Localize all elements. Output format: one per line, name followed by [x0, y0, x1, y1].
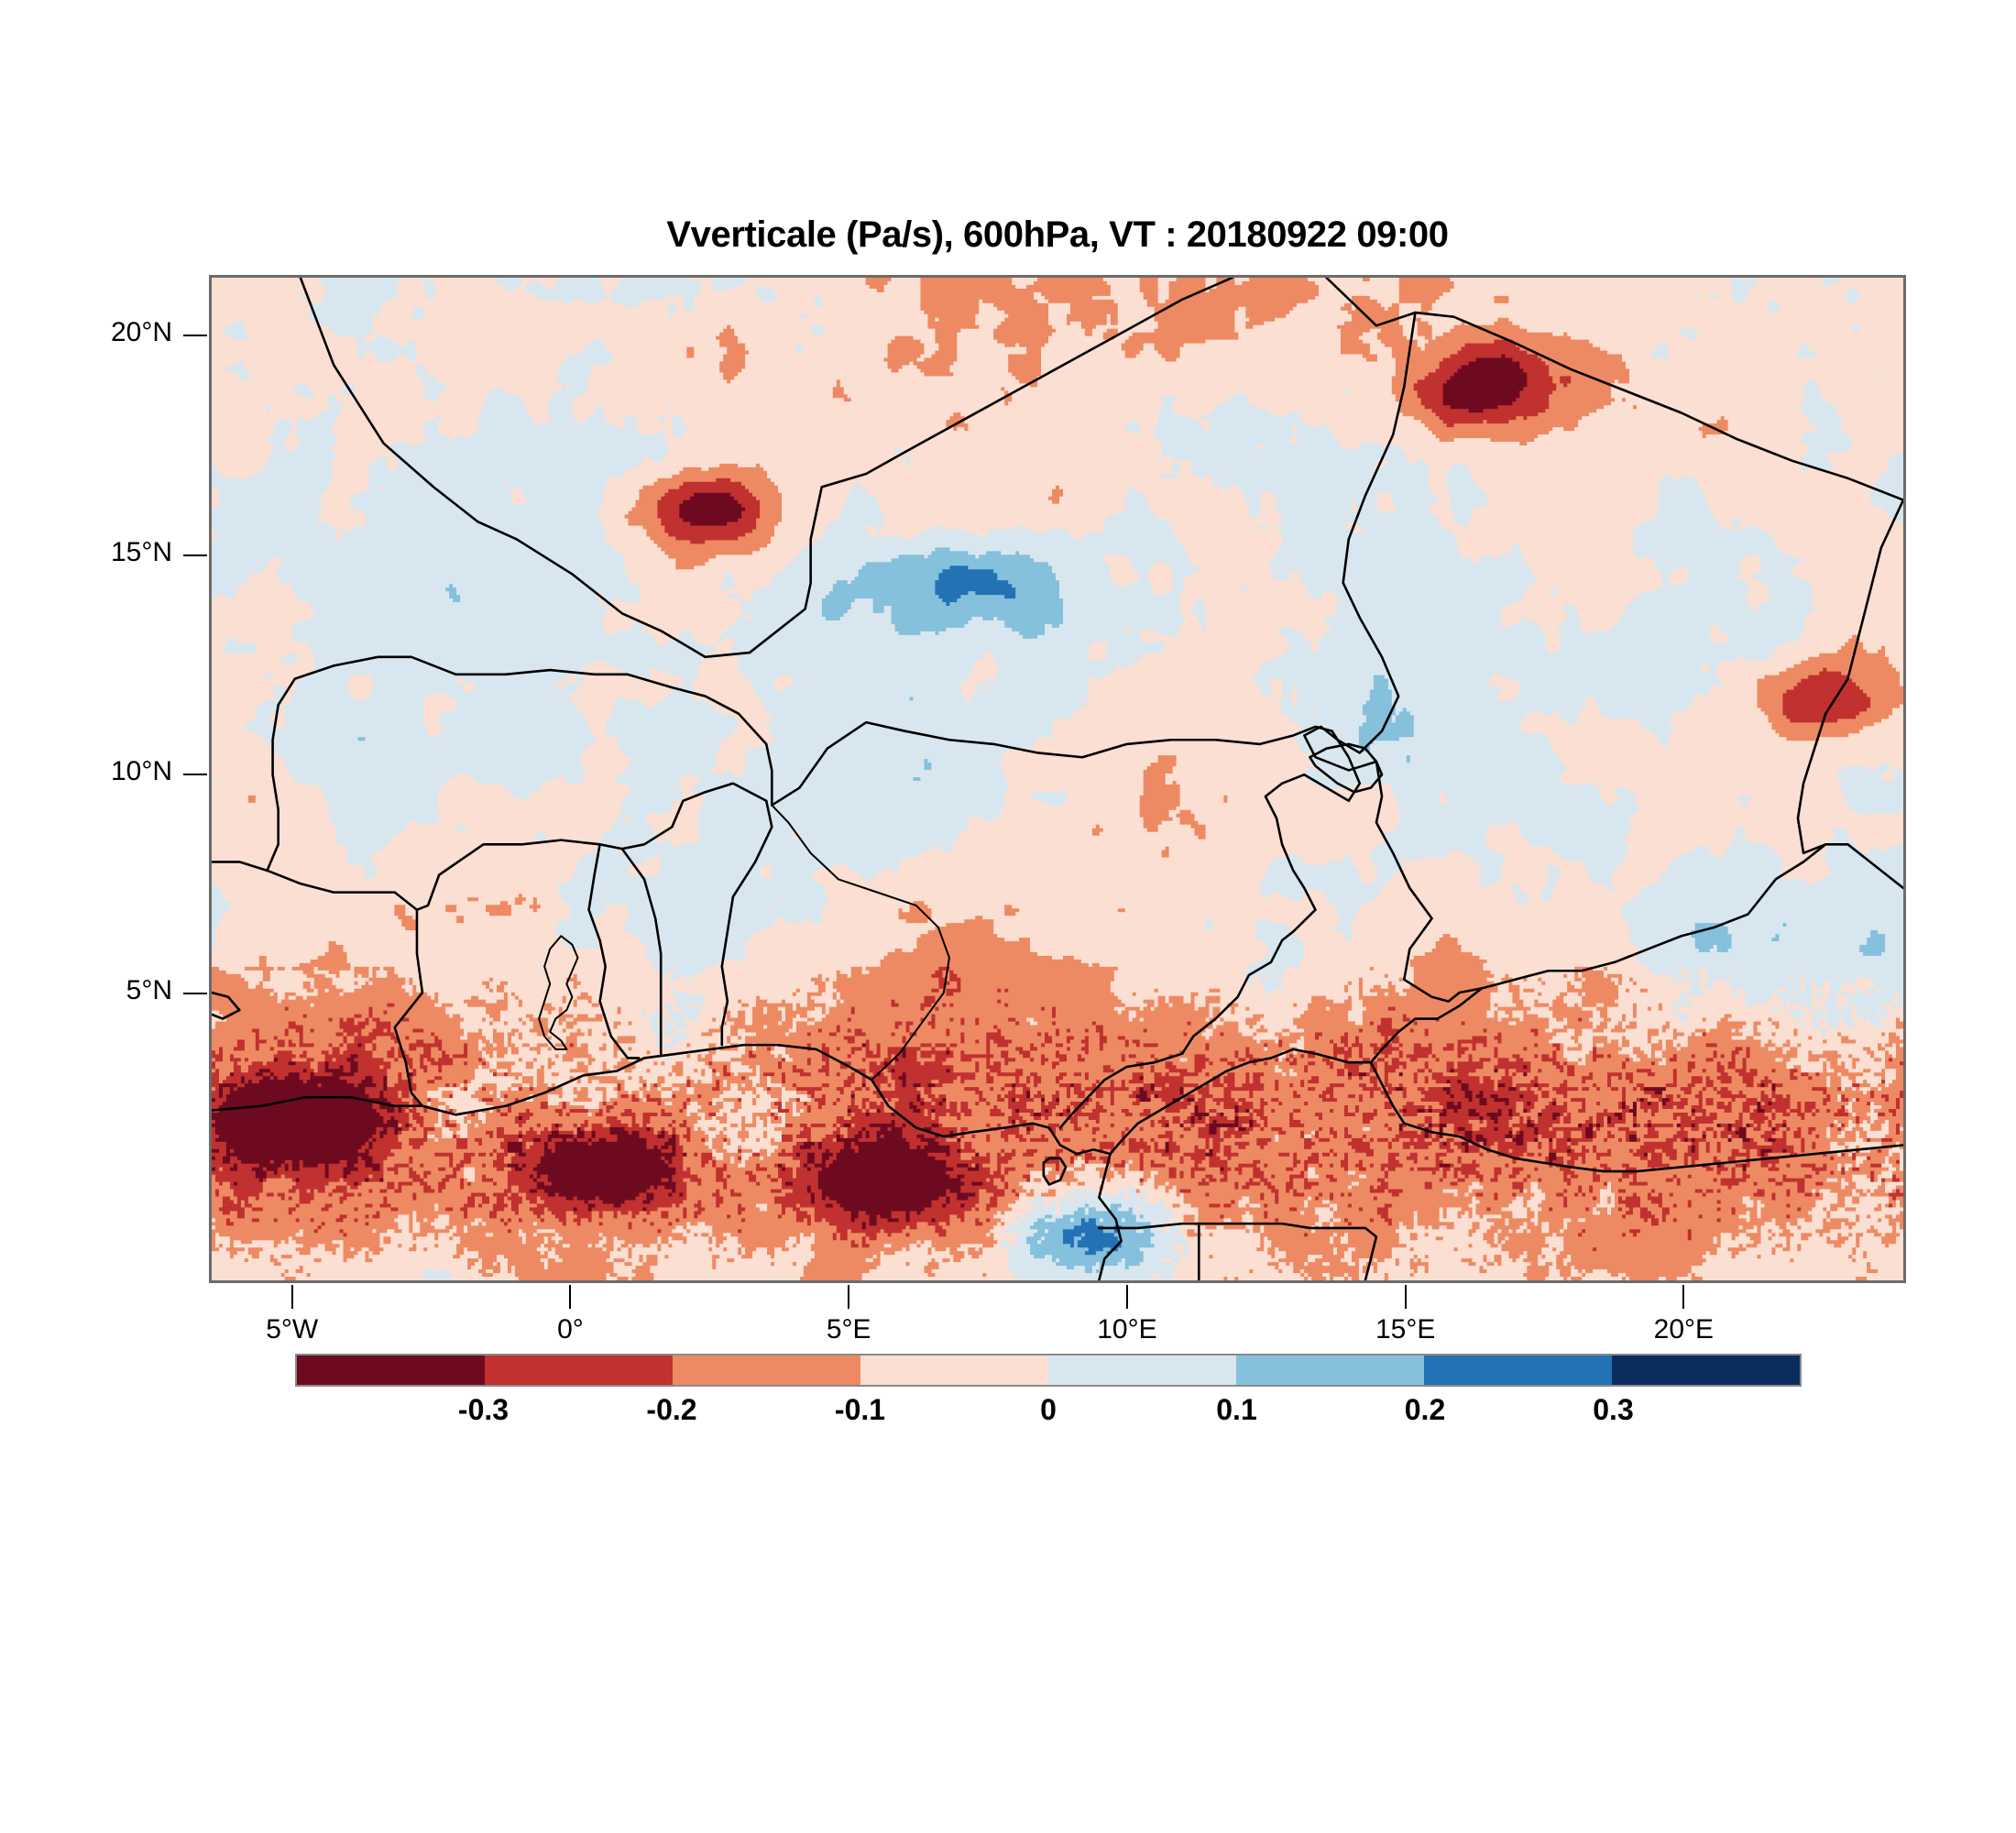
coastlines-and-borders [212, 278, 1903, 1280]
border-cameroon-car-congo [1369, 987, 1903, 1173]
x-tick-mark [1404, 1285, 1407, 1309]
x-tick-label-0: 5°W [266, 1314, 319, 1345]
colorbar-segment-level-neg01-0[interactable] [860, 1356, 1048, 1385]
omega-contour-field [212, 278, 1903, 1280]
x-tick-mark [1682, 1285, 1685, 1309]
colorbar[interactable] [295, 1354, 1802, 1387]
border-chad-sudan-east [1796, 499, 1903, 855]
colorbar-tick-label-6: 0.3 [1593, 1393, 1634, 1426]
border-gabon-eqguinea [1098, 1222, 1200, 1280]
x-tick-mark [290, 1285, 293, 1309]
colorbar-segment-level-lt-neg03[interactable] [297, 1356, 485, 1385]
border-nigeria-cameroon [1058, 730, 1362, 1129]
colorbar-segment-level-neg03-neg02[interactable] [485, 1356, 673, 1385]
border-libya-chad-sudan [1325, 278, 1903, 501]
colorbar-segment-level-gt-03[interactable] [1612, 1356, 1800, 1385]
colorbar-tick-label-0: -0.3 [457, 1393, 509, 1426]
border-gabon-congo [1198, 1222, 1378, 1280]
border-chad-car [1480, 843, 1903, 990]
colorbar-tick-label-2: -0.1 [834, 1393, 886, 1426]
colorbar-segment-level-02-03[interactable] [1424, 1356, 1612, 1385]
colorbar-tick-label-1: -0.2 [646, 1393, 697, 1426]
border-ivory-ghana [393, 908, 424, 1108]
y-tick-mark [183, 554, 207, 556]
bioko-island [1042, 1157, 1068, 1186]
border-car-congo-south [1109, 1048, 1373, 1156]
border-mali-west [212, 664, 335, 873]
lake-chad [1309, 742, 1384, 794]
lake-volta [538, 935, 579, 1050]
x-tick-label-3: 10°E [1097, 1314, 1157, 1345]
border-ghana-togo [587, 843, 641, 1059]
border-algeria-mali-niger [299, 278, 1233, 659]
y-tick-mark [183, 993, 207, 995]
x-tick-mark [569, 1285, 572, 1309]
border-niger-nigeria [771, 720, 1333, 807]
colorbar-segment-level-0-01[interactable] [1048, 1356, 1236, 1385]
coast-guinea-gulf [212, 1043, 1123, 1280]
x-tick-label-5: 20°E [1653, 1314, 1715, 1345]
x-tick-mark [848, 1285, 850, 1309]
border-togo-benin [620, 847, 663, 1055]
border-niger-chad-east [1303, 311, 1484, 1003]
border-burkina-south [266, 782, 768, 912]
colorbar-tick-label-4: 0.1 [1216, 1393, 1257, 1426]
page-title: Vverticale (Pa/s), 600hPa, VT : 20180922… [666, 214, 1449, 255]
colorbar-segment-level-01-02[interactable] [1236, 1356, 1424, 1385]
y-tick-label-2: 10°N [110, 755, 172, 786]
border-mali-burkina-niger [332, 655, 773, 807]
y-tick-label-0: 20°N [110, 317, 172, 347]
colorbar-segment-level-neg02-neg01[interactable] [673, 1356, 860, 1385]
y-tick-mark [183, 773, 207, 775]
border-benin-nigeria [720, 799, 773, 1047]
map-plot-area[interactable] [209, 275, 1906, 1283]
y-tick-label-1: 15°N [110, 536, 172, 567]
coast-sierra [212, 991, 241, 1020]
x-tick-label-1: 0° [557, 1314, 584, 1345]
x-tick-label-2: 5°E [826, 1314, 871, 1345]
colorbar-tick-label-3: 0 [1040, 1393, 1057, 1426]
map-field-svg [212, 278, 1903, 1280]
y-tick-mark [183, 335, 207, 336]
x-tick-label-4: 15°E [1375, 1314, 1436, 1345]
y-tick-label-3: 5°N [126, 975, 172, 1006]
colorbar-tick-label-5: 0.2 [1404, 1393, 1446, 1426]
x-tick-mark [1125, 1285, 1128, 1309]
niger-river [771, 804, 950, 1081]
